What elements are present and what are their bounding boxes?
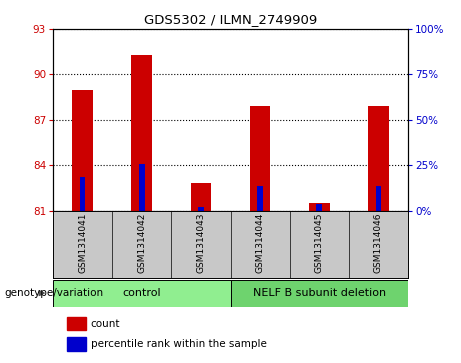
Bar — [72, 90, 93, 211]
Bar — [139, 164, 145, 211]
Title: GDS5302 / ILMN_2749909: GDS5302 / ILMN_2749909 — [144, 13, 317, 26]
Text: GSM1314043: GSM1314043 — [196, 212, 206, 273]
Bar — [250, 106, 271, 211]
Bar — [316, 204, 322, 211]
Text: GSM1314041: GSM1314041 — [78, 212, 87, 273]
Bar — [67, 317, 86, 330]
Bar — [190, 183, 211, 211]
Text: percentile rank within the sample: percentile rank within the sample — [91, 339, 266, 350]
Text: control: control — [123, 288, 161, 298]
Text: count: count — [91, 318, 120, 329]
Text: GSM1314044: GSM1314044 — [255, 213, 265, 273]
Bar — [257, 186, 263, 211]
Bar — [376, 186, 381, 211]
Text: GSM1314046: GSM1314046 — [374, 212, 383, 273]
Text: GSM1314042: GSM1314042 — [137, 213, 146, 273]
Bar — [198, 207, 204, 211]
Bar — [230, 280, 408, 307]
Text: NELF B subunit deletion: NELF B subunit deletion — [253, 288, 386, 298]
Text: genotype/variation: genotype/variation — [5, 288, 104, 298]
Bar — [368, 106, 389, 211]
Bar — [53, 280, 230, 307]
Text: GSM1314045: GSM1314045 — [315, 212, 324, 273]
Bar — [131, 55, 152, 211]
Bar — [80, 177, 85, 211]
Bar — [67, 338, 86, 351]
Bar — [309, 203, 330, 211]
